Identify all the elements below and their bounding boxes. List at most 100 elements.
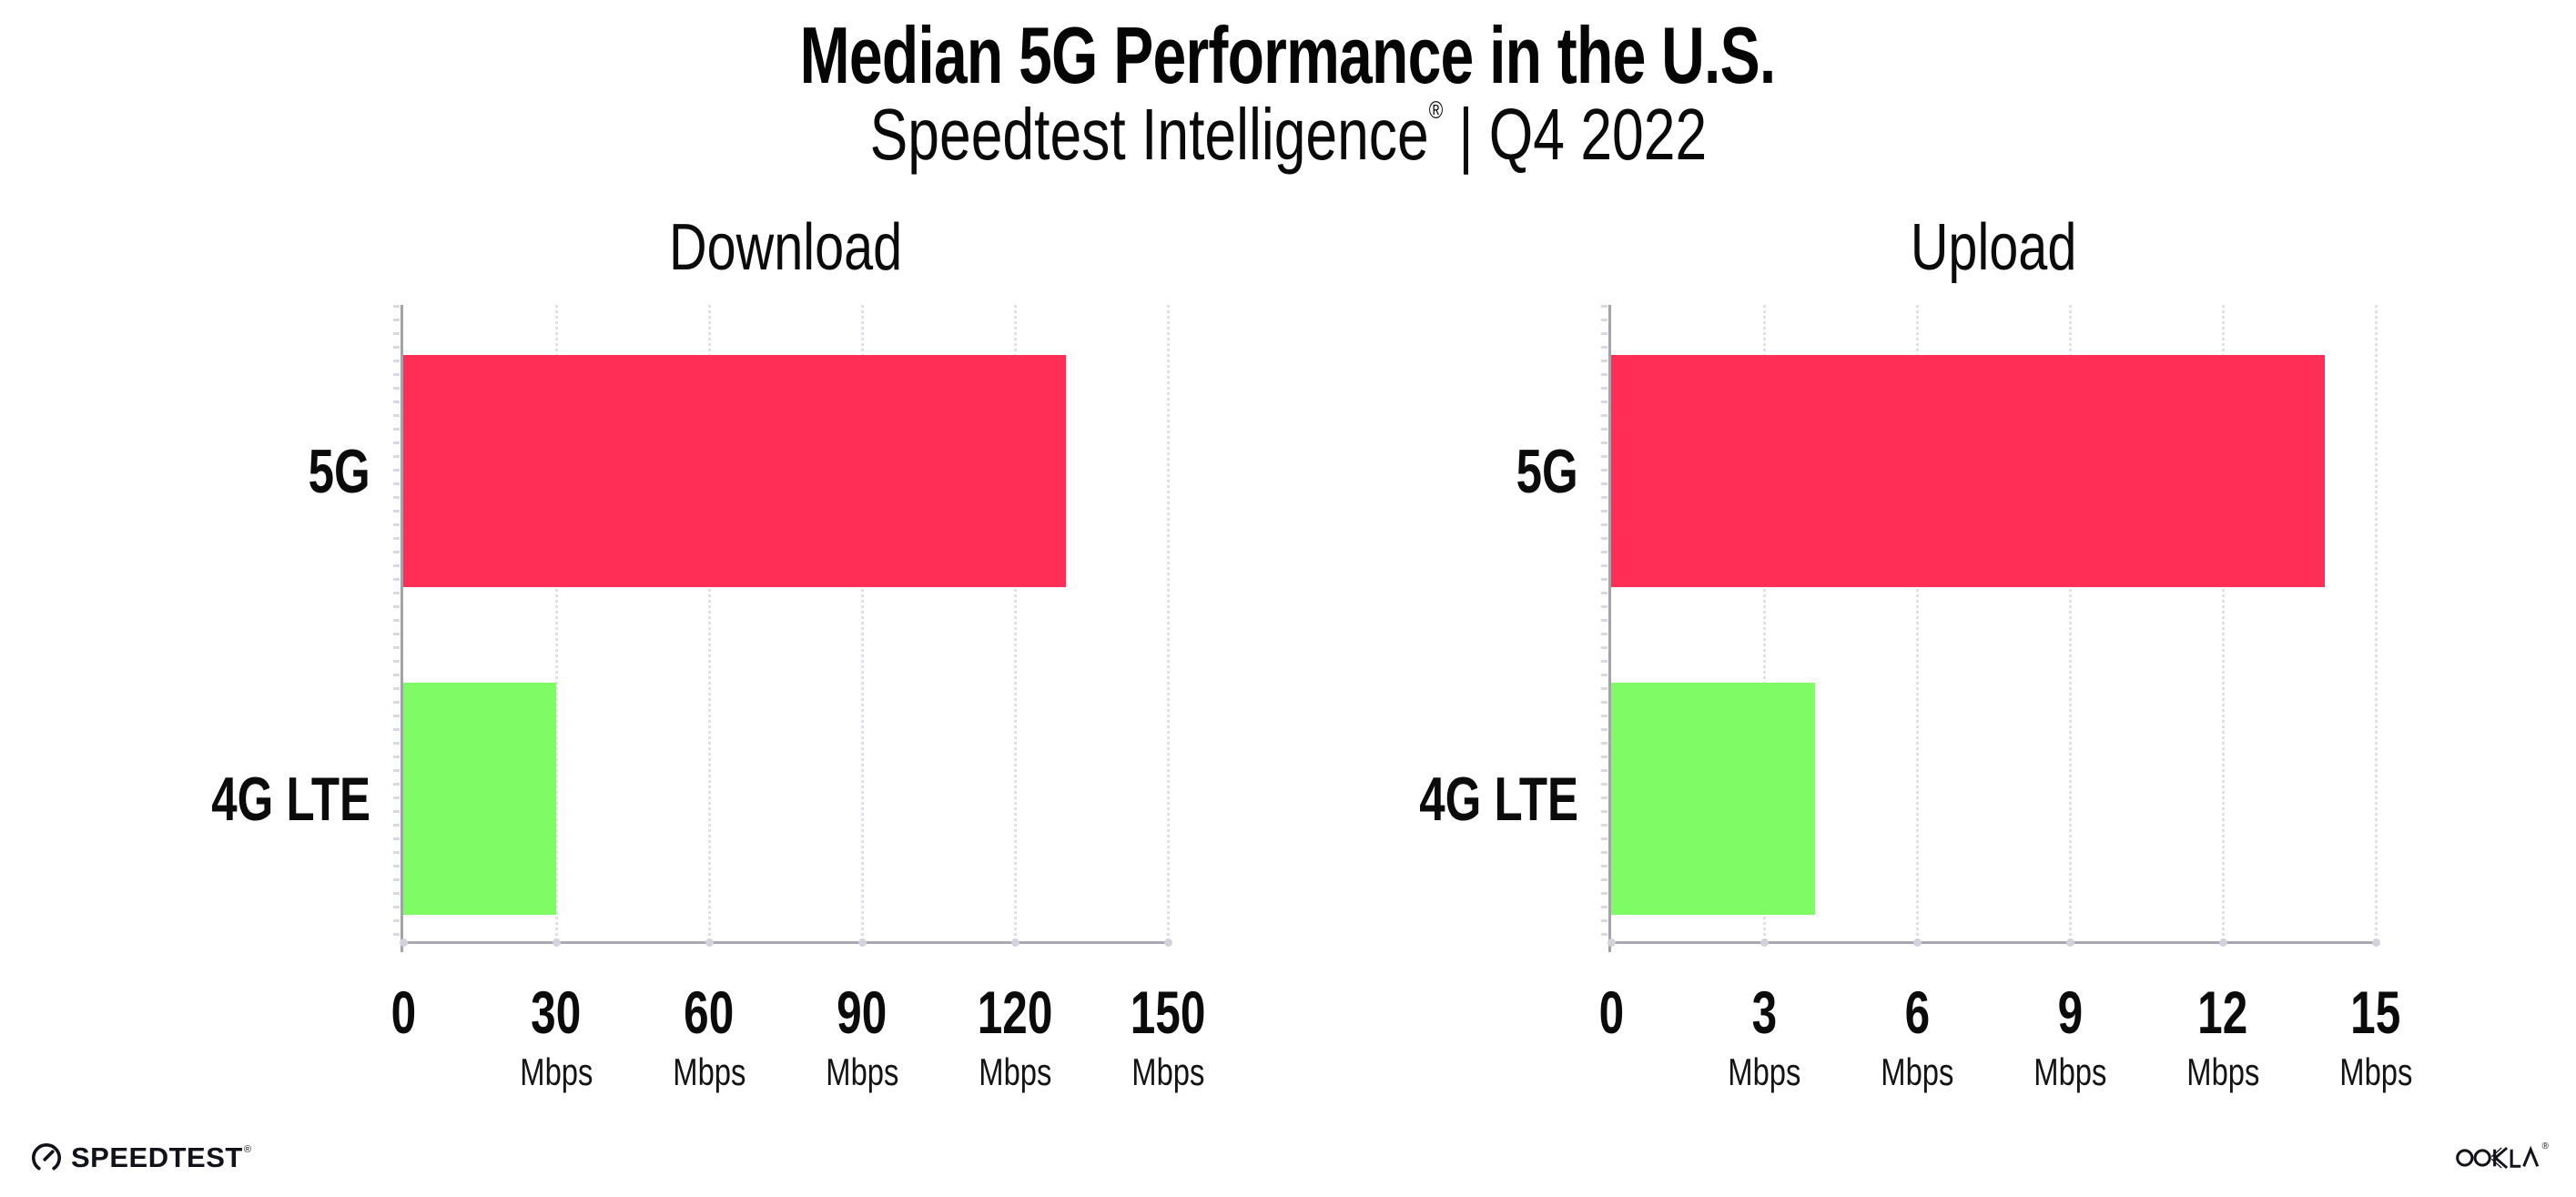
page-title: Median 5G Performance in the U.S. [0, 9, 2576, 102]
bar-upload-4g-lte [1611, 683, 1815, 915]
ookla-registered-mark: ® [2541, 1141, 2549, 1151]
y-axis-upload [1608, 305, 1611, 952]
gridline-upload-15 [2375, 305, 2378, 941]
tick-label-text: 150 [1130, 979, 1206, 1046]
tick-label-text: 60 [684, 979, 735, 1046]
panel-title-upload: Upload [1611, 206, 2376, 289]
tick-label-download-90: 90 [771, 976, 953, 1049]
tick-unit-download-60: Mbps [618, 1049, 800, 1096]
tick-label-text: 30 [531, 979, 582, 1046]
tick-unit-text: Mbps [2033, 1050, 2107, 1093]
axis-tick-dot-upload-6 [1913, 938, 1922, 947]
y-axis-minor-ticks-upload [1601, 305, 1607, 941]
tick-unit-upload-6: Mbps [1826, 1049, 2008, 1096]
tick-unit-text: Mbps [519, 1050, 593, 1093]
tick-label-download-30: 30 [465, 976, 647, 1049]
panel-title-download: Download [403, 206, 1168, 289]
tick-label-text: 90 [837, 979, 887, 1046]
speedtest-wordmark: SPEEDTEST [71, 1141, 243, 1173]
subtitle-period: Q4 2022 [1488, 94, 1707, 175]
subtitle-separator: | [1457, 94, 1474, 175]
axis-tick-dot-upload-12 [2219, 938, 2227, 947]
speedtest-gauge-icon [32, 1143, 61, 1171]
axis-tick-dot-download-150 [1164, 938, 1172, 947]
subtitle-brand: Speedtest Intelligence [869, 94, 1429, 175]
tick-label-download-0: 0 [312, 976, 494, 1049]
tick-unit-download-90: Mbps [771, 1049, 953, 1096]
bar-download-4g-lte [403, 683, 556, 915]
tick-label-upload-15: 15 [2285, 976, 2467, 1049]
axis-tick-dot-upload-3 [1760, 938, 1769, 947]
speedtest-logo: SPEEDTEST ® [30, 1140, 251, 1176]
tick-unit-upload-3: Mbps [1673, 1049, 1855, 1096]
category-label-download-5g: 5G [288, 428, 370, 515]
tick-unit-download-150: Mbps [1077, 1049, 1259, 1096]
axis-tick-dot-upload-15 [2372, 938, 2380, 947]
tick-unit-text: Mbps [2186, 1050, 2260, 1093]
tick-label-text: 120 [977, 979, 1053, 1046]
panel-title-text-upload: Upload [1910, 211, 2077, 284]
registered-mark: ® [1428, 96, 1443, 124]
gridline-download-120 [1014, 305, 1017, 941]
gridline-download-150 [1167, 305, 1170, 941]
tick-unit-text: Mbps [2338, 1050, 2413, 1093]
tick-unit-text: Mbps [978, 1050, 1052, 1093]
x-axis-upload [1608, 941, 2378, 944]
panel-title-text-download: Download [668, 211, 903, 284]
tick-label-download-120: 120 [924, 976, 1106, 1049]
tick-label-download-150: 150 [1077, 976, 1259, 1049]
tick-unit-download-120: Mbps [924, 1049, 1106, 1096]
tick-label-upload-0: 0 [1520, 976, 1702, 1049]
gridline-upload-9 [2069, 305, 2072, 941]
y-axis-download [401, 305, 403, 952]
bar-download-5g [403, 355, 1066, 587]
axis-tick-dot-download-90 [858, 938, 867, 947]
gridline-download-60 [708, 305, 711, 941]
axis-tick-dot-download-0 [400, 938, 408, 947]
tick-label-text: 3 [1751, 979, 1777, 1046]
axis-tick-dot-upload-0 [1607, 938, 1616, 947]
category-label-download-4g-lte: 4G LTE [158, 756, 370, 843]
tick-unit-upload-9: Mbps [1979, 1049, 2161, 1096]
tick-unit-upload-15: Mbps [2285, 1049, 2467, 1096]
ookla-wordmark-icon [2455, 1145, 2539, 1170]
tick-unit-text: Mbps [1880, 1050, 1954, 1093]
tick-label-text: 12 [2197, 979, 2248, 1046]
axis-tick-dot-upload-9 [2066, 938, 2074, 947]
tick-unit-text: Mbps [672, 1050, 746, 1093]
y-axis-minor-ticks-download [393, 305, 400, 941]
tick-label-text: 0 [390, 979, 416, 1046]
category-label-upload-4g-lte: 4G LTE [1366, 756, 1578, 843]
tick-label-upload-3: 3 [1673, 976, 1855, 1049]
page-subtitle: Speedtest Intelligence® | Q4 2022 [0, 93, 2576, 177]
tick-label-download-60: 60 [618, 976, 800, 1049]
gridline-download-90 [861, 305, 864, 941]
tick-label-text: 6 [1904, 979, 1930, 1046]
bar-upload-5g [1611, 355, 2325, 587]
tick-label-upload-6: 6 [1826, 976, 2008, 1049]
tick-label-upload-9: 9 [1979, 976, 2161, 1049]
axis-tick-dot-download-30 [553, 938, 561, 947]
tick-label-text: 9 [2057, 979, 2083, 1046]
tick-unit-upload-12: Mbps [2132, 1049, 2314, 1096]
gridline-download-30 [555, 305, 558, 941]
tick-unit-text: Mbps [1727, 1050, 1801, 1093]
tick-label-upload-12: 12 [2132, 976, 2314, 1049]
ookla-logo: ® [2454, 1141, 2549, 1174]
category-label-text: 4G LTE [211, 764, 370, 834]
category-label-text: 5G [1516, 436, 1578, 506]
tick-unit-text: Mbps [825, 1050, 899, 1093]
tick-unit-text: Mbps [1131, 1050, 1205, 1093]
page-subtitle-text: Speedtest Intelligence® | Q4 2022 [869, 93, 1706, 177]
gridline-upload-3 [1763, 305, 1766, 941]
category-label-upload-5g: 5G [1496, 428, 1578, 515]
tick-label-text: 15 [2350, 979, 2401, 1046]
tick-unit-download-30: Mbps [465, 1049, 647, 1096]
x-axis-download [401, 941, 1171, 944]
axis-tick-dot-download-60 [705, 938, 714, 947]
speedtest-registered-mark: ® [243, 1144, 251, 1155]
axis-tick-dot-download-120 [1011, 938, 1019, 947]
tick-label-text: 0 [1598, 979, 1624, 1046]
